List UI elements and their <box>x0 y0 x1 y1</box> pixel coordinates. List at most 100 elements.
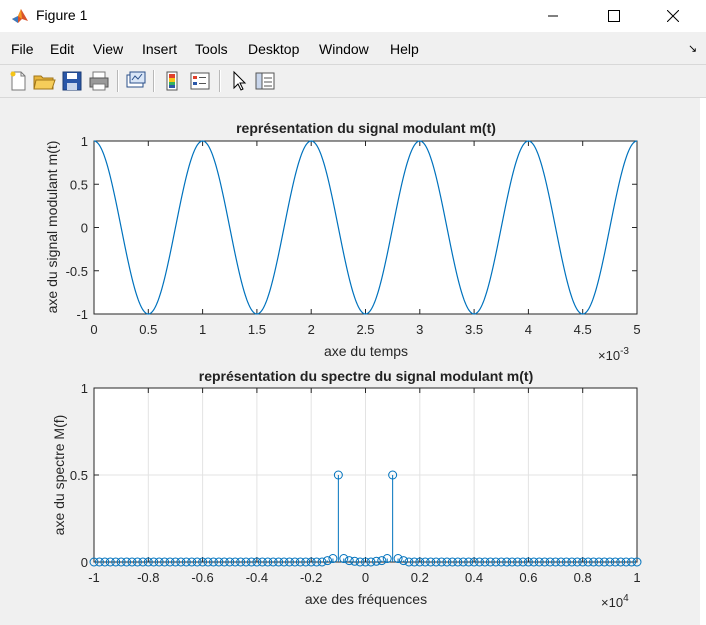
y-tick-label: 1 <box>81 134 88 149</box>
print-icon[interactable] <box>87 69 111 93</box>
stem-marker <box>138 557 148 567</box>
stem-marker <box>284 557 294 567</box>
spectrum-ylabel: axe du spectre M(f) <box>51 415 67 536</box>
x-tick-label: 4 <box>525 322 532 337</box>
menu-insert[interactable]: Insert <box>142 41 178 57</box>
stem-marker <box>513 557 523 567</box>
stem-marker <box>170 557 180 567</box>
stem-marker <box>399 556 409 566</box>
link-plot-icon[interactable] <box>124 69 148 93</box>
stem-marker <box>94 557 104 567</box>
x-tick-label: 2.5 <box>356 322 374 337</box>
window-title: Figure 1 <box>36 7 88 23</box>
menu-window[interactable]: Window <box>319 41 369 57</box>
toolbar-separator <box>219 70 221 92</box>
stem-marker <box>583 557 593 567</box>
stem-marker <box>187 557 197 567</box>
stem-marker <box>290 557 300 567</box>
stem-marker <box>431 557 441 567</box>
x-tick-label: 5 <box>633 322 640 337</box>
stem-marker <box>366 557 376 567</box>
stem-marker <box>404 557 414 567</box>
stem-marker <box>469 557 479 567</box>
stem-marker <box>561 557 571 567</box>
stem-marker <box>388 470 398 480</box>
spectrum-axes[interactable]: -1 -0.8 -0.6 -0.4 -0.2 0 0.2 0.4 0.6 0.8 1 0 0.5 1 re… <box>51 368 642 610</box>
stem-marker <box>518 557 528 567</box>
save-icon[interactable] <box>60 69 84 93</box>
stem-marker <box>208 557 218 567</box>
x-tick-label: 0 <box>90 322 97 337</box>
stem-marker <box>437 557 447 567</box>
stem-marker <box>589 557 599 567</box>
stem-marker <box>371 556 381 566</box>
title-bar: Figure 1 <box>0 0 706 32</box>
stem-marker <box>442 557 452 567</box>
stem-marker <box>230 557 240 567</box>
close-button[interactable] <box>650 0 696 32</box>
x-tick-label: 3.5 <box>465 322 483 337</box>
stem-marker <box>328 554 338 564</box>
stem-marker <box>534 557 544 567</box>
x-tick-label: 1 <box>633 570 640 585</box>
stem-marker <box>382 554 392 564</box>
x-tick-label: 3 <box>416 322 423 337</box>
spectrum-x-exponent: ×104 <box>601 593 629 610</box>
y-tick-label: 0.5 <box>70 468 88 483</box>
stem-marker <box>219 557 229 567</box>
stem-marker <box>116 557 126 567</box>
stem-marker <box>312 557 322 567</box>
x-tick-label: -1 <box>88 570 100 585</box>
stem-marker <box>485 557 495 567</box>
property-inspector-icon[interactable] <box>253 69 277 93</box>
stem-marker <box>393 554 403 564</box>
stem-marker <box>420 557 430 567</box>
stem-marker <box>621 557 631 567</box>
stem-marker <box>274 557 284 567</box>
plots-svg: 0 0.5 1 1.5 2 2.5 3 3.5 4 4.5 5 -1 -0.5 0 0.5 1 représe… <box>44 120 642 610</box>
stem-marker <box>268 557 278 567</box>
stem-marker <box>551 557 561 567</box>
menu-help[interactable]: Help <box>390 41 419 57</box>
stem-marker <box>301 557 311 567</box>
menu-tools[interactable]: Tools <box>195 41 228 57</box>
stem-marker <box>181 557 191 567</box>
x-tick-label: 1.5 <box>248 322 266 337</box>
stem-marker <box>339 554 349 564</box>
stem-marker <box>480 557 490 567</box>
stem-marker <box>599 557 609 567</box>
stem-marker <box>160 557 170 567</box>
maximize-button[interactable] <box>591 0 637 32</box>
stem-marker <box>426 557 436 567</box>
menu-desktop[interactable]: Desktop <box>248 41 300 57</box>
stem-marker <box>355 557 365 567</box>
menu-view[interactable]: View <box>93 41 124 57</box>
open-file-icon[interactable] <box>32 69 56 93</box>
insert-legend-icon[interactable] <box>188 69 212 93</box>
stem-marker <box>529 557 539 567</box>
signal-line <box>93 140 638 315</box>
x-tick-label: 0.6 <box>519 570 537 585</box>
stem-marker <box>165 557 175 567</box>
stem-marker <box>279 557 289 567</box>
new-figure-icon[interactable] <box>6 69 30 93</box>
stem-marker <box>458 557 468 567</box>
x-tick-label: 4.5 <box>574 322 592 337</box>
stem-marker <box>409 557 419 567</box>
dock-arrow-icon[interactable]: ↘ <box>688 43 698 55</box>
x-tick-label: -0.2 <box>300 570 322 585</box>
stem-marker <box>556 557 566 567</box>
x-tick-label: 0.2 <box>411 570 429 585</box>
minimize-button[interactable] <box>530 0 576 32</box>
menu-file[interactable]: File <box>11 41 34 57</box>
stem-marker <box>447 557 457 567</box>
signal-axes[interactable]: 0 0.5 1 1.5 2 2.5 3 3.5 4 4.5 5 -1 -0.5 0 0.5 1 représe… <box>44 120 641 363</box>
menu-edit[interactable]: Edit <box>50 41 75 57</box>
maximize-icon <box>608 10 620 22</box>
minimize-icon <box>548 15 558 17</box>
stem-marker <box>225 557 235 567</box>
stem-marker <box>100 557 110 567</box>
insert-colorbar-icon[interactable] <box>160 69 184 93</box>
stem-marker <box>578 557 588 567</box>
edit-plot-arrow-icon[interactable] <box>226 69 250 93</box>
